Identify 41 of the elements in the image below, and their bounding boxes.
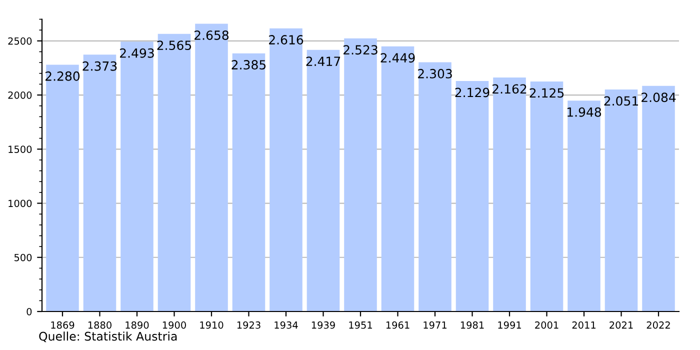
data-label: 1.948 (567, 107, 602, 117)
x-tick-label: 2001 (535, 321, 558, 329)
y-tick-label: 1500 (8, 146, 32, 153)
data-label: 2.658 (194, 30, 229, 40)
data-label: 2.129 (455, 88, 490, 98)
x-tick-label: 1923 (237, 321, 260, 329)
data-label: 2.084 (642, 92, 676, 102)
x-tick-label: 1991 (498, 321, 521, 329)
x-tick-label: 1939 (312, 321, 335, 329)
data-label: 2.523 (344, 45, 378, 55)
data-label: 2.565 (157, 40, 192, 50)
x-tick-label: 2011 (572, 321, 596, 329)
y-tick-label: 0 (26, 308, 32, 316)
data-label: 2.417 (306, 56, 340, 66)
data-label: 2.280 (46, 71, 80, 81)
data-label: 2.373 (82, 61, 117, 71)
x-tick-label: 2022 (646, 321, 670, 329)
x-tick-label: 1880 (88, 321, 112, 329)
data-label: 2.125 (530, 88, 564, 98)
data-label: 2.303 (418, 68, 452, 78)
x-tick-label: 1869 (51, 321, 74, 329)
x-tick-label: 1971 (424, 321, 446, 329)
x-tick-label: 1981 (460, 321, 484, 329)
data-label: 2.162 (492, 84, 526, 94)
data-label: 2.449 (380, 53, 415, 63)
y-tick-label: 2000 (8, 91, 32, 99)
data-label: 2.385 (232, 60, 266, 70)
data-label: 2.051 (604, 96, 638, 106)
y-tick-label: 1000 (8, 200, 32, 208)
x-tick-label: 1910 (200, 321, 224, 329)
data-label: 2.616 (269, 35, 304, 45)
x-tick-label: 1951 (349, 321, 372, 329)
source-note: Quelle: Statistik Austria (39, 332, 177, 342)
x-tick-label: 1890 (126, 321, 149, 329)
y-tick-label: 500 (14, 254, 32, 262)
data-label: 2.493 (120, 48, 154, 58)
x-tick-label: 2021 (610, 321, 633, 329)
y-tick-label: 2500 (8, 37, 32, 45)
x-tick-label: 1961 (386, 321, 410, 329)
x-tick-label: 1900 (162, 321, 186, 329)
x-tick-label: 1934 (274, 321, 298, 329)
